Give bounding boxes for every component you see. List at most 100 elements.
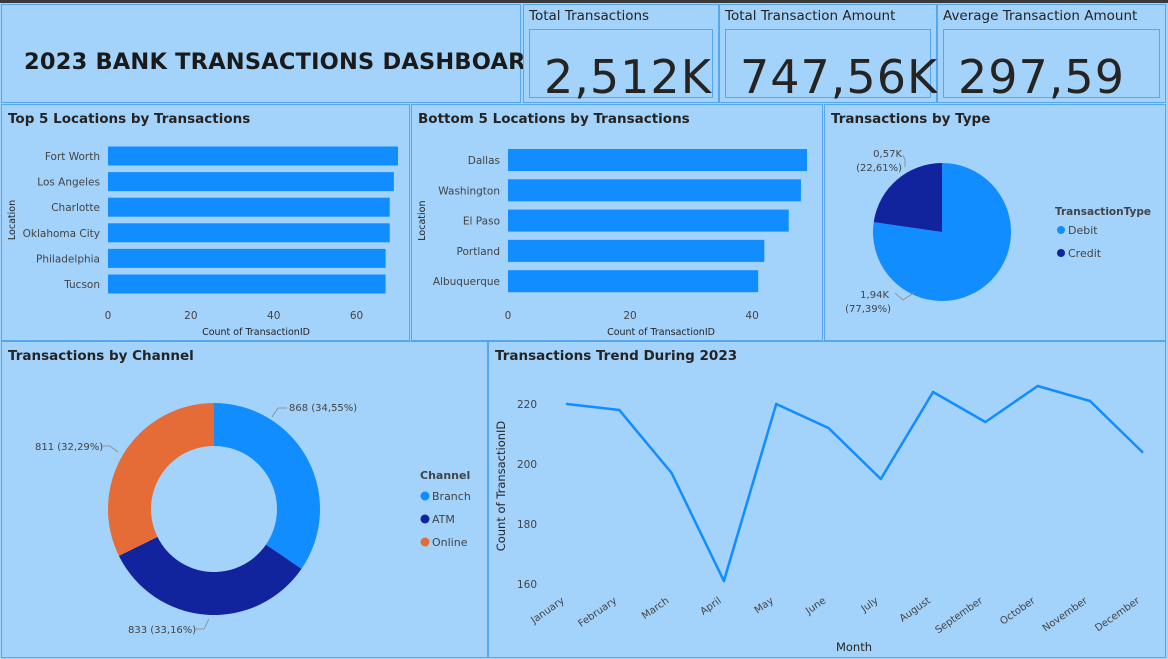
- x-tick-label: June: [803, 595, 828, 617]
- kpi-value: 747,56K: [740, 50, 939, 104]
- legend-label: Debit: [1068, 224, 1098, 237]
- top-locations-panel[interactable]: Top 5 Locations by Transactions Fort Wor…: [1, 104, 410, 341]
- bar: [108, 197, 390, 217]
- y-axis-title: Location: [417, 201, 428, 241]
- y-axis-title: Count of TransactionID: [494, 421, 508, 552]
- legend-label: Credit: [1068, 247, 1102, 260]
- kpi-label: Total Transactions: [529, 8, 650, 24]
- bar: [508, 179, 801, 202]
- chart-title: Transactions by Type: [831, 111, 991, 127]
- legend-marker: [1057, 249, 1065, 257]
- x-tick-label: September: [934, 595, 986, 636]
- chart-title: Transactions Trend During 2023: [495, 348, 738, 364]
- bar: [108, 274, 386, 294]
- category-label: Portland: [457, 246, 501, 258]
- legend-label: ATM: [432, 513, 455, 526]
- data-point: [1088, 399, 1092, 403]
- trend-panel[interactable]: Transactions Trend During 2023 160 180 200…: [488, 341, 1166, 658]
- category-label: El Paso: [463, 216, 500, 228]
- category-label: Fort Worth: [45, 151, 100, 163]
- y-tick-label: 200: [517, 459, 537, 471]
- kpi-value: 2,512K: [544, 50, 712, 104]
- y-tick-label: 220: [517, 399, 537, 411]
- x-axis-title: Count of TransactionID: [607, 327, 715, 338]
- data-point: [879, 477, 882, 481]
- data-point: [775, 402, 778, 406]
- x-axis-title: Month: [836, 640, 872, 654]
- x-tick-label: January: [529, 595, 567, 626]
- bar: [508, 149, 807, 171]
- x-tick-label: February: [576, 595, 619, 629]
- bottom-locations-chart: Dallas Washington El Paso Portland Albuquerq…: [417, 149, 807, 338]
- legend-title: TransactionType: [1055, 206, 1151, 218]
- bar: [108, 248, 386, 268]
- legend-marker: [420, 491, 430, 501]
- data-label-value: 0,57K: [873, 149, 902, 160]
- legend-marker: [420, 514, 430, 524]
- data-point: [984, 420, 987, 424]
- legend-marker: [420, 537, 430, 547]
- bar: [508, 239, 765, 262]
- data-point: [1141, 450, 1144, 454]
- legend-marker: [1057, 226, 1065, 234]
- transaction-trend-chart: 160 180 200 220 January February March April May…: [494, 384, 1144, 654]
- legend-label: Online: [432, 536, 468, 549]
- dashboard-title: 2023 BANK TRANSACTIONS DASHBOARD: [24, 49, 545, 75]
- leader-line: [194, 618, 210, 630]
- kpi-card-total-amount[interactable]: Total Transaction Amount 747,56K: [719, 4, 939, 104]
- bottom-locations-panel[interactable]: Bottom 5 Locations by Transactions Dalla…: [411, 104, 823, 341]
- data-point: [827, 426, 830, 430]
- data-point: [1036, 384, 1039, 388]
- donut-slice: [118, 536, 302, 615]
- bar: [108, 223, 390, 243]
- data-point: [618, 408, 621, 412]
- x-tick-label: 40: [745, 310, 758, 322]
- category-label: Oklahoma City: [23, 228, 100, 240]
- legend-label: Branch: [432, 490, 471, 503]
- title-panel: 2023 BANK TRANSACTIONS DASHBOARD: [1, 4, 544, 103]
- category-label: Philadelphia: [36, 253, 100, 265]
- leader-line: [271, 407, 287, 418]
- top-locations-chart: Fort Worth Los Angeles Charlotte Oklahoma C…: [7, 146, 398, 338]
- type-panel[interactable]: Transactions by Type 1,94K (77,39%) 0,57K (…: [824, 104, 1166, 341]
- window-top-border: [0, 0, 1168, 3]
- transaction-type-chart: 1,94K (77,39%) 0,57K (22,61%) TransactionTyp…: [845, 149, 1151, 315]
- data-label-percent: (22,61%): [856, 163, 902, 174]
- kpi-box: 297,59: [943, 29, 1160, 104]
- x-tick-label: 40: [267, 310, 280, 322]
- category-label: Los Angeles: [37, 177, 100, 189]
- leader-line: [902, 154, 906, 167]
- x-tick-label: October: [998, 595, 1038, 627]
- data-label-percent: (77,39%): [845, 304, 891, 315]
- chart-title: Top 5 Locations by Transactions: [8, 111, 251, 127]
- kpi-value: 297,59: [958, 50, 1125, 104]
- y-axis-title: Location: [7, 200, 18, 240]
- category-label: Tucson: [63, 279, 100, 291]
- kpi-card-average-amount[interactable]: Average Transaction Amount 297,59: [937, 4, 1166, 104]
- chart-title: Transactions by Channel: [8, 348, 194, 364]
- x-tick-label: November: [1041, 595, 1091, 634]
- pie-slice: [873, 163, 942, 232]
- x-tick-label: March: [640, 595, 671, 621]
- bar: [108, 146, 398, 166]
- data-label-value: 1,94K: [860, 290, 889, 301]
- kpi-card-total-transactions[interactable]: Total Transactions 2,512K: [523, 4, 719, 104]
- transaction-channel-chart: 868 (34,55%) 833 (33,16%) 811 (32,29%) Chan…: [35, 402, 471, 636]
- y-tick-label: 160: [517, 579, 537, 591]
- donut-slice: [214, 403, 320, 569]
- chart-title: Bottom 5 Locations by Transactions: [418, 111, 690, 127]
- donut-slice: [107, 402, 214, 556]
- y-tick-label: 180: [517, 519, 537, 531]
- x-tick-label: May: [753, 595, 776, 616]
- x-tick-label: 20: [623, 310, 636, 322]
- x-tick-label: July: [859, 595, 881, 615]
- data-label: 833 (33,16%): [128, 625, 196, 636]
- kpi-label: Average Transaction Amount: [943, 8, 1138, 24]
- bar: [508, 270, 759, 293]
- x-tick-label: 20: [184, 310, 197, 322]
- data-label: 811 (32,29%): [35, 442, 103, 453]
- channel-panel[interactable]: Transactions by Channel 868 (34,55%) 833 …: [1, 341, 488, 658]
- data-point: [565, 402, 569, 406]
- bar: [108, 172, 394, 192]
- data-point: [722, 579, 726, 583]
